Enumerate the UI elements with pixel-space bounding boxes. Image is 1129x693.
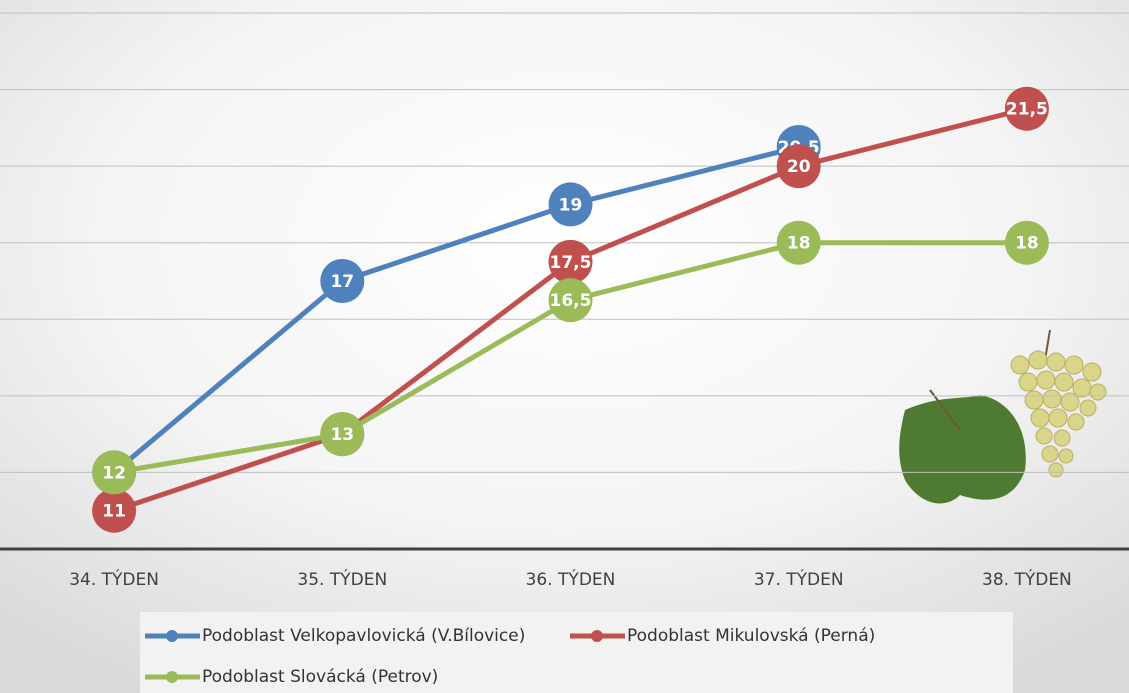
legend-label: Podoblast Velkopavlovická (V.Bílovice) — [202, 626, 525, 646]
data-label: 17,5 — [550, 253, 592, 273]
data-label: 13 — [330, 425, 354, 445]
data-label: 18 — [1015, 234, 1039, 254]
data-label: 20 — [787, 157, 811, 177]
legend-label: Podoblast Slovácká (Petrov) — [202, 667, 438, 687]
legend-label: Podoblast Mikulovská (Perná) — [627, 626, 875, 646]
x-tick-label: 35. TÝDEN — [297, 568, 387, 590]
data-label: 17 — [330, 272, 354, 292]
data-label: 18 — [787, 234, 811, 254]
data-label: 19 — [559, 195, 583, 215]
x-tick-label: 34. TÝDEN — [69, 568, 159, 590]
data-label: 11 — [102, 502, 126, 522]
page: {"chart_data": {"type": "line", "categor… — [0, 0, 1129, 693]
x-tick-label: 37. TÝDEN — [754, 568, 844, 590]
legend-marker — [166, 630, 178, 642]
leaf — [899, 395, 1026, 503]
x-tick-label: 36. TÝDEN — [526, 568, 616, 590]
chart: 34. TÝDEN 35. TÝDEN 36. TÝDEN 37. TÝDEN 38. … — [0, 0, 1129, 693]
data-label: 16,5 — [550, 291, 592, 311]
data-label: 21,5 — [1006, 100, 1048, 120]
legend-marker — [591, 630, 603, 642]
legend-marker — [166, 671, 178, 683]
x-tick-label: 38. TÝDEN — [982, 568, 1072, 590]
data-label: 12 — [102, 463, 126, 483]
